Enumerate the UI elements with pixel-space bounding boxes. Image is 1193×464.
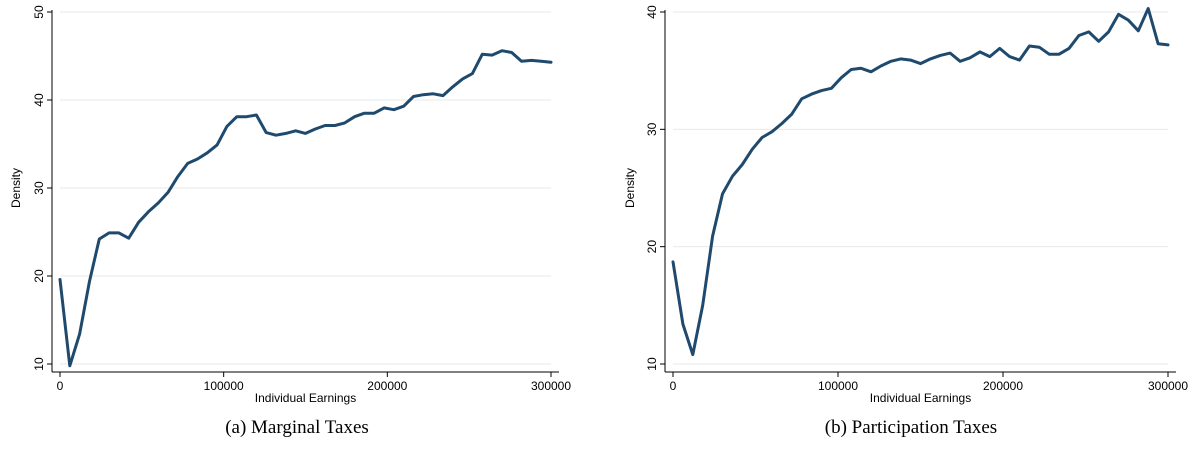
x-axis-title: Individual Earnings <box>870 391 971 405</box>
x-tick-label: 300000 <box>531 379 571 393</box>
x-tick-label: 200000 <box>367 379 407 393</box>
y-tick-label: 30 <box>645 122 659 136</box>
y-tick-label: 40 <box>645 5 659 19</box>
panel-caption: (b) Participation Taxes <box>825 417 997 438</box>
y-tick-label: 30 <box>32 181 46 195</box>
y-tick-label: 50 <box>32 5 46 19</box>
y-tick-label: 20 <box>32 269 46 283</box>
x-tick-label: 0 <box>57 379 64 393</box>
density-series-line <box>58 49 553 368</box>
y-tick-label: 40 <box>32 93 46 107</box>
y-tick-label: 10 <box>32 357 46 371</box>
x-tick-label: 100000 <box>204 379 244 393</box>
x-tick-label: 200000 <box>983 379 1023 393</box>
x-tick-label: 300000 <box>1148 379 1188 393</box>
panel-caption: (a) Marginal Taxes <box>225 417 369 438</box>
y-tick-label: 20 <box>645 240 659 254</box>
x-tick-label: 100000 <box>818 379 858 393</box>
y-axis-title: Density <box>623 168 637 208</box>
density-series-line <box>671 7 1170 357</box>
x-axis-title: Individual Earnings <box>255 391 356 405</box>
panel-marginal-taxes: 10 20 30 40 50 0 100000 200000 300000 Individual … <box>9 5 571 438</box>
panel-participation-taxes: 10 20 30 40 0 100000 200000 300000 Individual Ea… <box>623 5 1188 438</box>
x-tick-label: 0 <box>670 379 677 393</box>
y-tick-label: 10 <box>645 357 659 371</box>
y-axis-title: Density <box>9 168 23 208</box>
